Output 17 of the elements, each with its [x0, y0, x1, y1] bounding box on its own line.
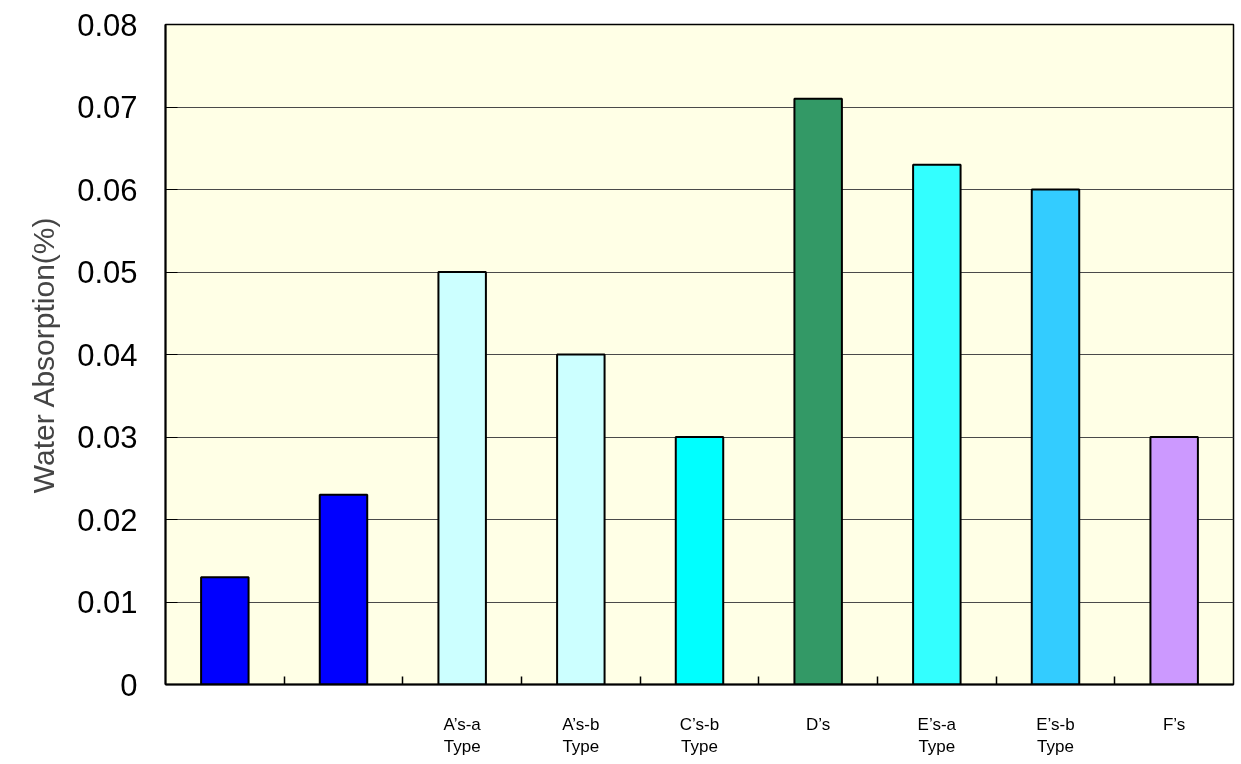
y-tick-label: 0: [120, 667, 138, 703]
x-tick-label: A’s-a Type: [443, 714, 482, 757]
x-tick-label: A’s-b Type: [562, 714, 600, 757]
y-tick-label: 0.05: [77, 255, 138, 290]
y-tick-label: 0.02: [77, 502, 138, 538]
y-tick-label: 0.04: [77, 337, 138, 373]
x-tick-label: C’s-b Type: [679, 714, 720, 757]
x-tick-label: D’s: [806, 714, 831, 734]
y-tick-label: 0.01: [77, 585, 138, 620]
x-tick-label: E’s-b Type: [1036, 714, 1075, 757]
y-tick-label: 0.08: [77, 7, 138, 43]
y-axis-title: Water Absorption(%): [27, 217, 61, 494]
y-tick-label: 0.06: [77, 172, 138, 208]
y-tick-label: 0.03: [77, 420, 138, 455]
x-tick-label: F’s: [1162, 714, 1186, 734]
x-tick-label: E’s-a Type: [917, 714, 957, 757]
y-tick-label: 0.07: [77, 90, 138, 125]
